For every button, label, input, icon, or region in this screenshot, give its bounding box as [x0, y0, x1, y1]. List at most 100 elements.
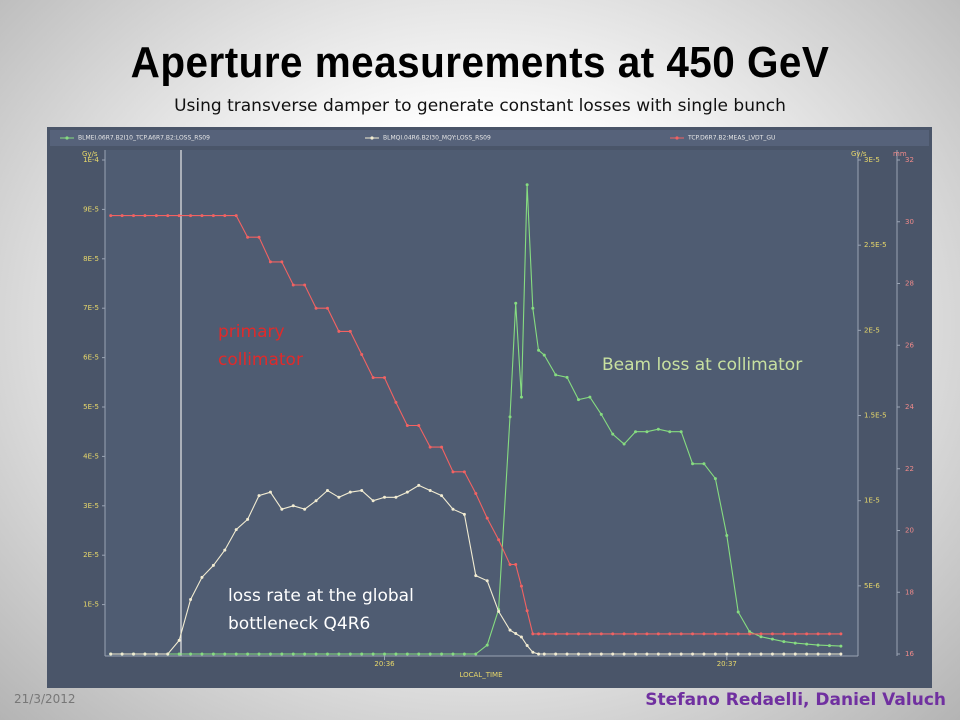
data-point [782, 632, 786, 636]
legend-label: BLMQI.04R6.B2I30_MQY:LOSS_RS09 [383, 135, 491, 142]
data-point [348, 329, 352, 333]
legend-marker [65, 136, 69, 140]
data-point [679, 652, 683, 656]
data-point [645, 652, 649, 656]
data-point [211, 214, 215, 218]
annotation: Beam loss at collimator [602, 355, 803, 375]
y3-tick-label: 22 [905, 465, 914, 473]
data-point [268, 490, 272, 494]
data-point [531, 650, 535, 654]
legend-marker [370, 136, 374, 140]
data-point [428, 445, 432, 449]
data-point [360, 652, 364, 656]
data-point [525, 609, 529, 613]
data-point [816, 643, 820, 647]
data-point [713, 652, 717, 656]
data-point [440, 445, 444, 449]
data-point [120, 214, 124, 218]
data-point [325, 306, 329, 310]
data-point [691, 462, 695, 466]
data-point [805, 632, 809, 636]
data-point [514, 301, 518, 305]
data-point [337, 495, 341, 499]
data-point [280, 507, 284, 511]
data-point [576, 398, 580, 402]
data-point [497, 538, 501, 542]
y2-tick-label: 5E-6 [864, 582, 880, 590]
data-point [257, 235, 261, 239]
data-point [177, 652, 181, 656]
data-point [394, 400, 398, 404]
y-tick-label: 2E-5 [83, 551, 99, 559]
data-point [325, 652, 329, 656]
data-point [816, 652, 820, 656]
y3-tick-label: 18 [905, 588, 914, 596]
data-point [154, 652, 158, 656]
y-tick-label: 9E-5 [83, 205, 99, 213]
data-point [542, 652, 546, 656]
y-tick-label: 7E-5 [83, 304, 99, 312]
legend-strip [50, 130, 929, 146]
data-point [770, 637, 774, 641]
data-point [827, 632, 831, 636]
y3-tick-label: 24 [905, 403, 914, 411]
data-point [679, 632, 683, 636]
data-point [668, 652, 672, 656]
data-point [337, 329, 341, 333]
x-axis-label: LOCAL_TIME [459, 671, 502, 679]
authors: Stefano Redaelli, Daniel Valuch [645, 690, 946, 710]
annotation: primary collimator [218, 322, 303, 370]
series-line [110, 484, 841, 655]
data-point [588, 632, 592, 636]
data-point [622, 632, 626, 636]
y3-tick-label: 16 [905, 650, 914, 658]
data-point [234, 528, 238, 532]
data-point [189, 214, 193, 218]
data-point [303, 652, 307, 656]
data-point [246, 517, 250, 521]
data-point [314, 306, 318, 310]
data-point [223, 652, 227, 656]
data-point [257, 652, 261, 656]
data-point [348, 490, 352, 494]
data-point [417, 652, 421, 656]
data-point [314, 499, 318, 503]
data-point [109, 652, 113, 656]
data-point [782, 652, 786, 656]
data-point [702, 652, 706, 656]
data-point [514, 562, 518, 566]
y2-tick-label: 1.5E-5 [864, 412, 887, 420]
x-tick-label: 20:37 [717, 660, 737, 668]
data-point [268, 260, 272, 264]
data-point [554, 652, 558, 656]
data-point [405, 424, 409, 428]
data-point [405, 652, 409, 656]
data-point [109, 214, 113, 218]
data-point [508, 415, 512, 419]
data-point [132, 214, 136, 218]
data-point [827, 644, 831, 648]
data-point [725, 632, 729, 636]
data-point [525, 643, 529, 647]
data-point [417, 483, 421, 487]
data-point [291, 504, 295, 508]
data-point [537, 652, 541, 656]
data-point [805, 652, 809, 656]
data-point [462, 470, 466, 474]
data-point [668, 632, 672, 636]
data-point [280, 260, 284, 264]
series-line [110, 184, 841, 655]
data-point [223, 214, 227, 218]
data-point [599, 412, 603, 416]
data-point [189, 597, 193, 601]
data-point [736, 632, 740, 636]
data-point [234, 652, 238, 656]
data-point [839, 644, 843, 648]
data-point [514, 632, 518, 636]
data-point [713, 632, 717, 636]
data-point [200, 575, 204, 579]
data-point [519, 395, 523, 399]
data-point [508, 562, 512, 566]
y-tick-label: 1E-4 [83, 156, 99, 164]
